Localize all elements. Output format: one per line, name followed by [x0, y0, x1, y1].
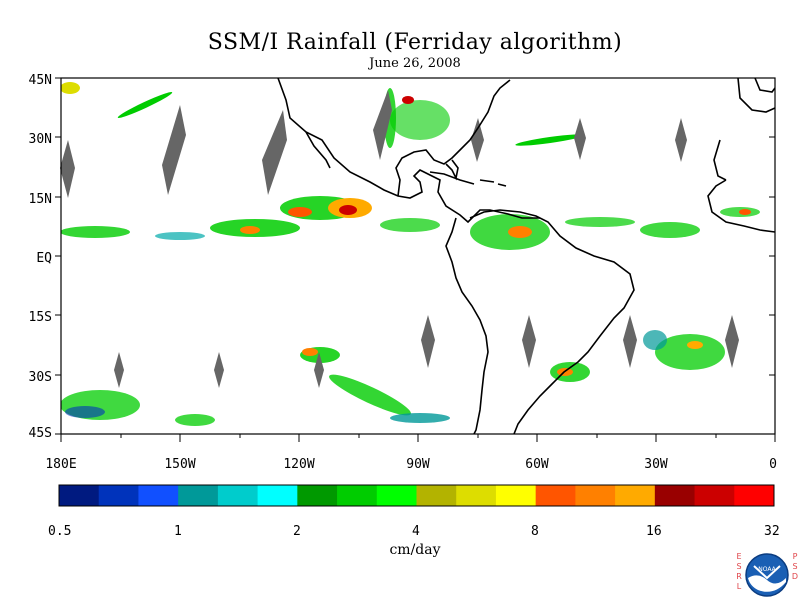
longitude-labels: 180E 150W 120W 90W 60W 30W 0 — [45, 457, 777, 472]
colorbar-swatch — [654, 485, 696, 506]
lat-label: EQ — [36, 251, 52, 266]
colorbar-tick-label: 2 — [293, 524, 301, 539]
colorbar-swatch — [495, 485, 537, 506]
svg-text:NOAA: NOAA — [758, 566, 776, 573]
axis-ticks — [55, 77, 776, 442]
lat-label: 15N — [29, 192, 52, 207]
colorbar-tick-label: 4 — [412, 524, 420, 539]
colorbar-swatch — [575, 485, 616, 506]
colorbar-frame — [58, 484, 775, 507]
colorbar-swatch — [178, 485, 219, 506]
colorbar-tick-label: 0.5 — [48, 524, 72, 539]
colorbar-swatch — [138, 485, 179, 506]
colorbar-swatch — [615, 485, 656, 506]
map-date: June 26, 2008 — [369, 56, 461, 71]
colorbar-swatch — [416, 485, 457, 506]
noaa-emblem-icon: NOAA — [745, 553, 789, 597]
lon-label: 180E — [45, 457, 76, 472]
colorbar-tick-label: 1 — [174, 524, 182, 539]
colorbar-tick-label: 16 — [646, 524, 662, 539]
lon-label: 60W — [525, 457, 549, 472]
colorbar-swatch — [217, 485, 259, 506]
lon-label: 120W — [283, 457, 314, 472]
colorbar-swatch — [59, 485, 100, 506]
lat-label: 45N — [29, 73, 52, 88]
colorbar-swatch — [376, 485, 417, 506]
colorbar-swatch — [257, 485, 298, 506]
colorbar-swatch — [694, 485, 735, 506]
colorbar-tick-label: 32 — [764, 524, 780, 539]
lon-label: 30W — [644, 457, 668, 472]
colorbar — [59, 485, 775, 506]
lat-label: 30N — [29, 132, 52, 147]
colorbar-swatch — [297, 485, 338, 506]
lon-label: 90W — [406, 457, 430, 472]
colorbar-swatch — [337, 485, 378, 506]
colorbar-swatch — [98, 485, 139, 506]
latitude-labels: 45N 30N 15N EQ 15S 30S 45S — [29, 73, 53, 441]
colorbar-unit: cm/day — [389, 542, 441, 558]
colorbar-swatch — [535, 485, 576, 506]
rainfall-field — [61, 82, 760, 426]
lat-label: 30S — [29, 370, 52, 385]
lat-label: 45S — [29, 426, 52, 441]
coastlines — [277, 78, 775, 434]
colorbar-tick-label: 8 — [531, 524, 539, 539]
lon-label: 150W — [164, 457, 195, 472]
colorbar-swatch — [734, 485, 775, 506]
lon-label: 0 — [769, 457, 777, 472]
map-title: SSM/I Rainfall (Ferriday algorithm) — [207, 30, 623, 55]
swath-gaps — [60, 90, 739, 388]
lat-label: 15S — [29, 310, 52, 325]
colorbar-swatch — [456, 485, 497, 506]
